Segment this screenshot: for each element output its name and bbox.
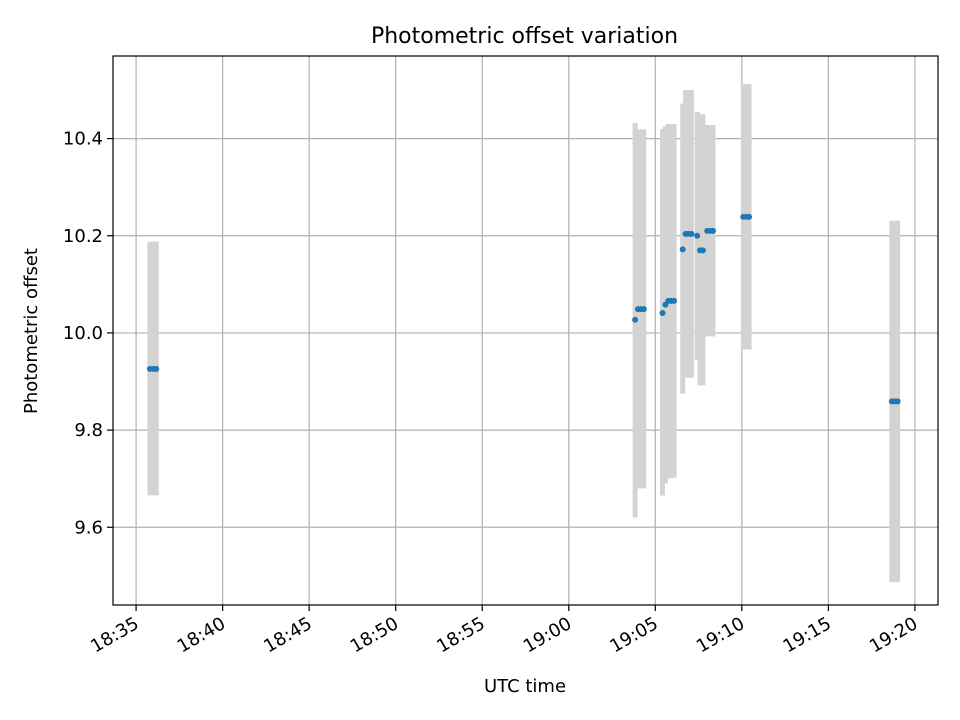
y-tick-label: 9.6: [74, 517, 103, 538]
data-point: [694, 232, 701, 239]
data-point: [671, 297, 678, 304]
data-point: [632, 316, 639, 323]
y-axis-title: Photometric offset: [21, 248, 42, 414]
data-point: [153, 365, 160, 372]
y-tick-label: 10.4: [63, 129, 103, 150]
data-points: [146, 213, 901, 405]
y-tick-label: 9.8: [74, 420, 103, 441]
y-axis: 9.6 9.8 10.0 10.2 10.4: [63, 129, 113, 538]
data-point: [688, 230, 695, 237]
plot-frame: [112, 55, 939, 606]
chart-title: Photometric offset variation: [371, 24, 678, 49]
y-tick-label: 10.2: [63, 226, 103, 247]
y-tick-label: 10.0: [63, 323, 103, 344]
data-point: [699, 247, 706, 254]
grid: [113, 56, 938, 605]
data-point: [679, 246, 686, 253]
x-axis-title: UTC time: [484, 676, 566, 697]
data-point: [710, 227, 716, 234]
data-point: [640, 306, 647, 313]
data-point: [659, 310, 666, 317]
data-point: [894, 398, 901, 405]
data-point: [746, 213, 753, 220]
